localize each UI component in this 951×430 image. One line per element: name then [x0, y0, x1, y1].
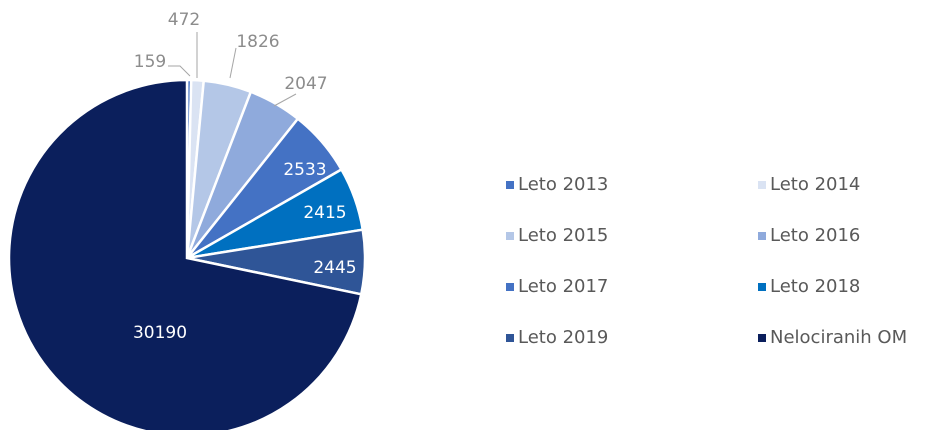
- legend-label: Leto 2017: [518, 276, 608, 297]
- data-label: 159: [134, 52, 166, 72]
- data-label: 472: [168, 10, 200, 30]
- data-label: 2047: [284, 74, 327, 94]
- legend-label: Nelociranih OM: [770, 327, 907, 348]
- pie-slice: [7, 78, 363, 430]
- legend-label: Leto 2019: [518, 327, 608, 348]
- legend-label: Leto 2014: [770, 174, 860, 195]
- legend-swatch: [506, 232, 514, 240]
- legend-swatch: [506, 283, 514, 291]
- legend-swatch: [758, 334, 766, 342]
- legend-swatch: [758, 283, 766, 291]
- leader-line: [273, 93, 297, 107]
- legend-label: Leto 2016: [770, 225, 860, 246]
- legend-swatch: [758, 181, 766, 189]
- data-label: 2415: [303, 203, 346, 223]
- data-label: 1826: [236, 32, 279, 52]
- data-label: 2533: [283, 160, 326, 180]
- leader-line: [229, 47, 237, 79]
- legend-label: Leto 2013: [518, 174, 608, 195]
- legend-swatch: [506, 334, 514, 342]
- data-label: 2445: [313, 258, 356, 278]
- data-label: 30190: [133, 323, 187, 343]
- legend-swatch: [506, 181, 514, 189]
- legend-swatch: [758, 232, 766, 240]
- leader-line: [168, 65, 191, 77]
- legend-label: Leto 2018: [770, 276, 860, 297]
- legend-label: Leto 2015: [518, 225, 608, 246]
